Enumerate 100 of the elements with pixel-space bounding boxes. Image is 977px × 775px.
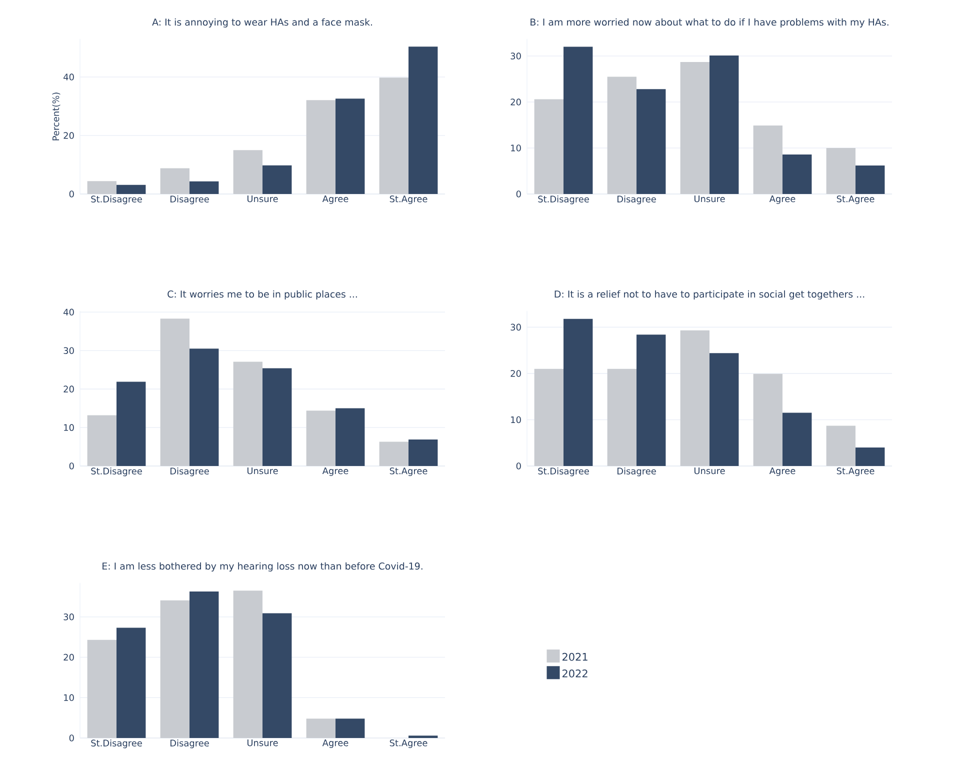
- y-tick-label: 30: [64, 347, 74, 354]
- bar: [190, 348, 219, 466]
- bar: [87, 181, 116, 194]
- y-tick-label: 0: [69, 462, 74, 470]
- bar: [160, 600, 190, 738]
- x-tick-label: St.Agree: [390, 740, 428, 748]
- bar: [262, 368, 292, 466]
- y-tick-label: 0: [69, 734, 74, 742]
- bar: [262, 165, 292, 194]
- bar: [379, 442, 408, 466]
- y-tick-label: 30: [64, 614, 74, 620]
- bar: [87, 415, 116, 466]
- x-tick-label: St.Agree: [836, 196, 874, 204]
- bar: [680, 330, 710, 466]
- bar: [680, 62, 710, 194]
- bar: [306, 100, 336, 194]
- bar: [233, 150, 262, 194]
- bar: [564, 318, 593, 466]
- bar: [160, 318, 190, 466]
- y-tick-label: 10: [511, 144, 521, 152]
- x-tick-label: St.Agree: [390, 196, 428, 204]
- x-tick-label: Disagree: [170, 740, 209, 748]
- bar: [607, 76, 637, 194]
- x-tick-label: Disagree: [617, 196, 656, 204]
- bar: [636, 334, 666, 466]
- x-tick-label: Disagree: [170, 196, 209, 204]
- y-tick-label: 20: [64, 386, 74, 392]
- bar: [379, 78, 408, 194]
- bar: [262, 613, 292, 738]
- bar: [534, 368, 564, 466]
- x-tick-label: St.Disagree: [91, 468, 142, 476]
- y-tick-label: 0: [516, 462, 521, 470]
- bar: [753, 125, 783, 194]
- y-tick-label: 10: [511, 416, 521, 424]
- x-tick-label: Unsure: [694, 468, 725, 474]
- y-tick-label: 10: [64, 694, 74, 702]
- bar: [160, 168, 190, 194]
- bar: [636, 89, 666, 194]
- bar: [710, 56, 739, 194]
- bar: [87, 640, 116, 738]
- bar: [408, 46, 438, 194]
- y-tick-label: 20: [510, 370, 521, 377]
- bar: [856, 165, 885, 194]
- chart-title: B: I am more worried now about what to do if I have problems with my HAs.: [530, 18, 888, 28]
- x-tick-label: Agree: [322, 196, 348, 204]
- x-tick-label: Agree: [769, 196, 796, 204]
- x-tick-label: Agree: [322, 740, 348, 748]
- x-tick-label: St.Agree: [836, 468, 874, 476]
- x-tick-label: Unsure: [247, 468, 278, 474]
- x-tick-label: Agree: [322, 468, 348, 476]
- x-tick-label: Disagree: [617, 468, 656, 476]
- chart-title: E: I am less bothered by my hearing loss now than before Covid-19.: [102, 562, 422, 572]
- chart-title: C: It worries me to be in public places ...: [168, 290, 357, 300]
- bar: [710, 353, 739, 466]
- y-tick-label: 0: [516, 190, 521, 198]
- x-tick-label: St.Disagree: [91, 740, 142, 748]
- bar: [190, 591, 219, 738]
- legend-label: 2022: [562, 670, 588, 678]
- bar: [856, 447, 885, 466]
- y-tick-label: 30: [510, 324, 521, 331]
- bar: [190, 181, 219, 194]
- bar: [233, 362, 262, 466]
- x-tick-label: St.Disagree: [91, 196, 142, 204]
- x-tick-label: Unsure: [694, 196, 725, 202]
- x-tick-label: St.Disagree: [538, 196, 589, 204]
- bar: [826, 426, 856, 466]
- bar: [607, 368, 637, 466]
- x-tick-label: Unsure: [247, 740, 278, 746]
- y-tick-label: 10: [64, 424, 74, 431]
- bar: [564, 46, 593, 194]
- bar: [336, 408, 365, 466]
- bar: [782, 154, 812, 194]
- x-tick-label: Unsure: [247, 196, 278, 202]
- bar: [336, 98, 365, 194]
- chart-title: D: It is a relief not to have to participate in social get togethers ...: [554, 290, 864, 300]
- bar: [233, 590, 262, 738]
- y-tick-label: 0: [69, 190, 74, 198]
- legend-label: 2021: [562, 652, 588, 661]
- y-tick-label: 20: [510, 98, 521, 106]
- bar: [753, 374, 783, 466]
- bar: [534, 99, 564, 194]
- y-tick-label: 20: [64, 132, 74, 139]
- x-tick-label: St.Agree: [390, 468, 428, 476]
- y-tick-label: 30: [510, 52, 521, 60]
- bar: [408, 439, 438, 466]
- x-tick-label: St.Disagree: [538, 468, 589, 476]
- y-axis-title: Percent(%): [52, 92, 60, 140]
- bar: [782, 412, 812, 466]
- y-tick-label: 40: [64, 308, 74, 316]
- bar: [826, 148, 856, 194]
- bar: [306, 718, 336, 738]
- y-tick-label: 20: [64, 654, 74, 661]
- bar: [116, 628, 146, 738]
- y-tick-label: 40: [64, 74, 74, 80]
- bar: [336, 718, 365, 738]
- bar: [116, 184, 146, 194]
- x-tick-label: Disagree: [170, 468, 209, 476]
- bar: [116, 382, 146, 466]
- bar: [306, 410, 336, 466]
- chart-title: A: It is annoying to wear HAs and a face mask.: [152, 18, 372, 28]
